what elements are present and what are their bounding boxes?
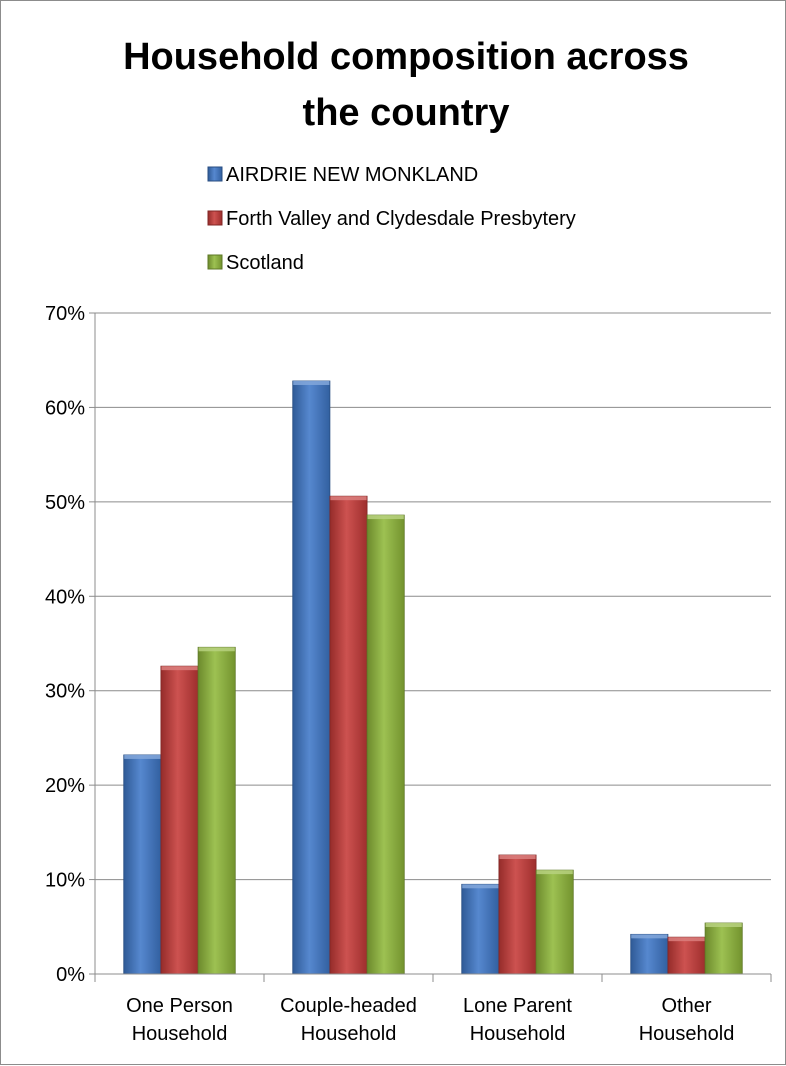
y-tick-label: 10% <box>45 870 85 892</box>
bar-cap <box>668 937 705 942</box>
legend-label: Forth Valley and Clydesdale Presbytery <box>226 208 576 230</box>
y-tick-label: 20% <box>45 775 85 797</box>
x-tick-label: One Person Household <box>126 995 233 1045</box>
y-tick-label: 60% <box>45 397 85 419</box>
axes: 0% 10% 20% 30% 40% 50% 60% 70% One Person Househo… <box>45 303 772 1045</box>
bar <box>704 922 743 975</box>
bar <box>160 665 199 975</box>
bar-cap <box>705 923 742 928</box>
legend-swatch <box>207 254 223 270</box>
bar <box>461 883 500 975</box>
bar <box>197 646 236 975</box>
bar-cap <box>124 754 161 759</box>
bar-cap <box>536 870 573 875</box>
legend: AIRDRIE NEW MONKLAND Forth Valley and Cly… <box>207 164 576 274</box>
legend-item: Scotland <box>207 252 304 274</box>
legend-item: AIRDRIE NEW MONKLAND <box>207 164 478 186</box>
legend-label: AIRDRIE NEW MONKLAND <box>226 164 478 186</box>
legend-item: Forth Valley and Clydesdale Presbytery <box>207 208 576 230</box>
bar-cap <box>462 884 499 889</box>
y-tick-label: 40% <box>45 586 85 608</box>
y-tick-label: 0% <box>56 964 85 986</box>
x-tick-label: Other Household <box>639 995 735 1045</box>
bar-cap <box>293 380 330 385</box>
bar <box>630 933 669 975</box>
bar <box>667 936 706 975</box>
bar <box>123 754 162 975</box>
bar <box>366 514 405 975</box>
bar <box>292 380 331 975</box>
y-tick-label: 30% <box>45 681 85 703</box>
bar-cap <box>499 855 536 860</box>
bar-cap <box>198 647 235 652</box>
y-tick-label: 50% <box>45 492 85 514</box>
y-tick-label: 70% <box>45 303 85 325</box>
bar <box>535 869 574 975</box>
bar-cap <box>631 934 668 939</box>
legend-label: Scotland <box>226 252 304 274</box>
x-tick-label: Lone Parent Household <box>463 995 572 1045</box>
chart-title-line-1: Household composition across <box>123 36 689 78</box>
legend-swatch <box>207 210 223 226</box>
bar <box>498 854 537 975</box>
bar-cap <box>367 515 404 520</box>
chart-title: Household composition across the country <box>123 36 689 134</box>
x-tick-label: Couple-headed Household <box>280 995 417 1045</box>
bar-cap <box>161 666 198 671</box>
bar <box>329 495 368 975</box>
bar-cap <box>330 496 367 501</box>
legend-swatch <box>207 166 223 182</box>
chart-title-line-2: the country <box>303 92 510 134</box>
bars <box>123 380 743 975</box>
